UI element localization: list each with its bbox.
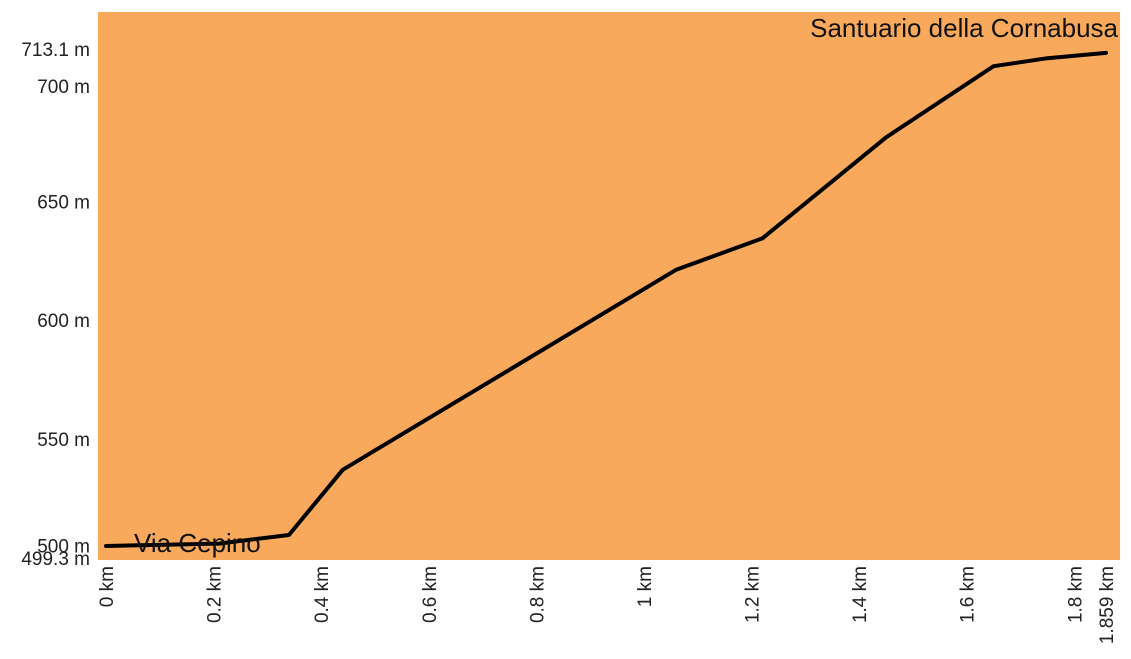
y-tick-label: 500 m xyxy=(37,536,90,557)
x-tick-label: 0.4 km xyxy=(312,566,333,623)
start-label: Via Cepino xyxy=(134,528,261,558)
elevation-line xyxy=(104,50,1108,548)
y-tick-label: 650 m xyxy=(37,193,90,214)
x-tick-label: 1.4 km xyxy=(850,566,871,623)
x-tick-label: 1.859 km xyxy=(1097,566,1118,644)
y-tick-label: 550 m xyxy=(37,430,90,451)
x-tick-label: 0.6 km xyxy=(420,566,441,623)
x-tick-label: 0 km xyxy=(97,566,118,607)
y-tick-label: 713.1 m xyxy=(21,40,90,61)
x-tick-label: 0.2 km xyxy=(205,566,226,623)
x-tick-label: 1.6 km xyxy=(958,566,979,623)
x-tick-label: 1 km xyxy=(635,566,656,607)
x-tick-labels: 0 km 0.2 km 0.4 km 0.6 km 0.8 km 1 km 1.2 km 1.… xyxy=(97,566,1118,644)
y-tick-label: 700 m xyxy=(37,77,90,98)
x-tick-label: 1.8 km xyxy=(1065,566,1086,623)
y-tick-label: 600 m xyxy=(37,311,90,332)
x-tick-label: 1.2 km xyxy=(743,566,764,623)
plot-area xyxy=(98,12,1120,560)
x-tick-label: 0.8 km xyxy=(527,566,548,623)
y-tick-label: 499.3 m xyxy=(21,549,90,570)
end-label: Santuario della Cornabusa xyxy=(810,13,1118,43)
